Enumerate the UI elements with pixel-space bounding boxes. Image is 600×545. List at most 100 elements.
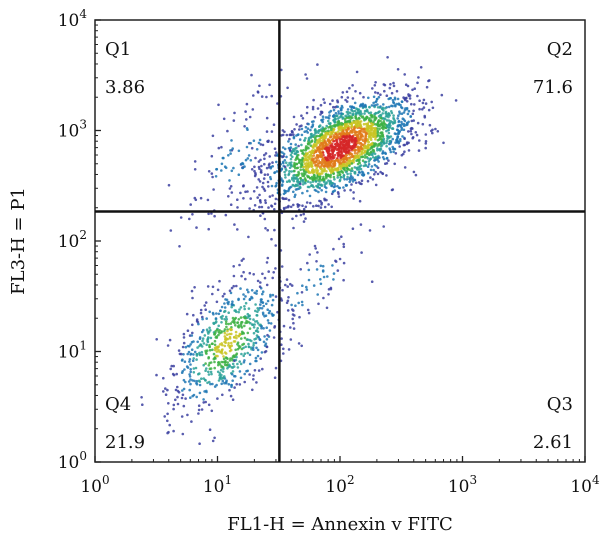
data-point [213,360,216,364]
data-point [252,139,256,142]
data-point [250,146,254,150]
data-point [317,164,320,168]
data-point [254,341,258,345]
data-point [192,353,195,356]
data-point [246,288,249,292]
data-point [259,158,262,162]
data-point [321,264,325,268]
data-point [298,128,301,131]
data-point [211,311,215,315]
data-point [240,352,243,356]
data-point [230,341,233,345]
data-point [180,371,184,375]
data-point [178,352,182,356]
data-point [260,307,264,310]
data-point [246,190,249,193]
data-point [235,284,238,288]
data-point [245,321,249,324]
data-point [249,197,252,200]
data-point [216,288,220,292]
data-point [338,138,342,142]
data-point [343,126,347,129]
data-point [369,176,372,179]
data-point [322,157,325,161]
data-point [207,330,211,334]
data-point [300,114,303,117]
data-point [224,322,228,326]
data-point [255,334,259,337]
data-point [362,127,366,131]
data-point [321,118,325,121]
data-point [327,152,330,155]
data-point [301,183,305,186]
data-point [255,329,258,332]
data-point [221,352,224,355]
data-point [264,199,267,202]
data-point [288,166,292,170]
data-point [330,145,334,149]
data-point [263,350,267,354]
data-point [155,338,158,341]
data-point [373,114,376,118]
data-point [328,163,332,167]
data-point [212,321,215,325]
data-point [335,140,339,144]
data-point [281,129,285,132]
data-point [217,103,220,107]
data-point [374,123,377,126]
data-point [354,130,357,133]
data-point [204,400,207,404]
data-point [183,360,187,364]
data-point [315,204,318,207]
data-point [362,122,366,126]
data-point [215,350,219,353]
data-point [295,180,299,183]
data-point [337,120,341,123]
data-point [182,378,186,382]
data-point [331,190,335,194]
data-point [415,133,419,137]
data-point [204,301,208,304]
data-point [202,398,205,401]
data-point [329,287,333,291]
data-point [377,160,380,163]
data-point [309,154,312,157]
data-point [271,276,275,280]
data-point [434,127,437,131]
data-point [304,125,308,129]
data-point [338,149,341,153]
data-point [391,122,395,125]
data-point [320,152,324,156]
data-point [286,299,290,303]
data-point [408,97,412,100]
data-point [316,186,320,189]
data-point [382,103,385,106]
data-point [307,122,310,126]
data-point [360,173,364,176]
data-point [417,76,420,79]
data-point [342,242,346,246]
data-point [282,324,286,328]
data-point [418,99,421,102]
data-point [283,173,287,177]
data-point [189,396,192,400]
data-point [392,114,395,117]
data-point [386,137,389,140]
data-point [198,344,201,348]
data-point [238,370,242,373]
data-point [195,319,199,323]
data-point [296,291,299,295]
data-point [289,282,292,286]
data-point [300,300,304,304]
data-point [198,391,202,395]
data-point [421,108,424,111]
data-point [381,112,385,115]
data-point [380,144,384,147]
data-point [352,191,355,194]
data-point [379,93,382,96]
data-point [254,359,257,363]
data-point [199,196,203,200]
data-point [166,344,170,347]
data-point [396,97,400,101]
data-point [214,317,218,320]
